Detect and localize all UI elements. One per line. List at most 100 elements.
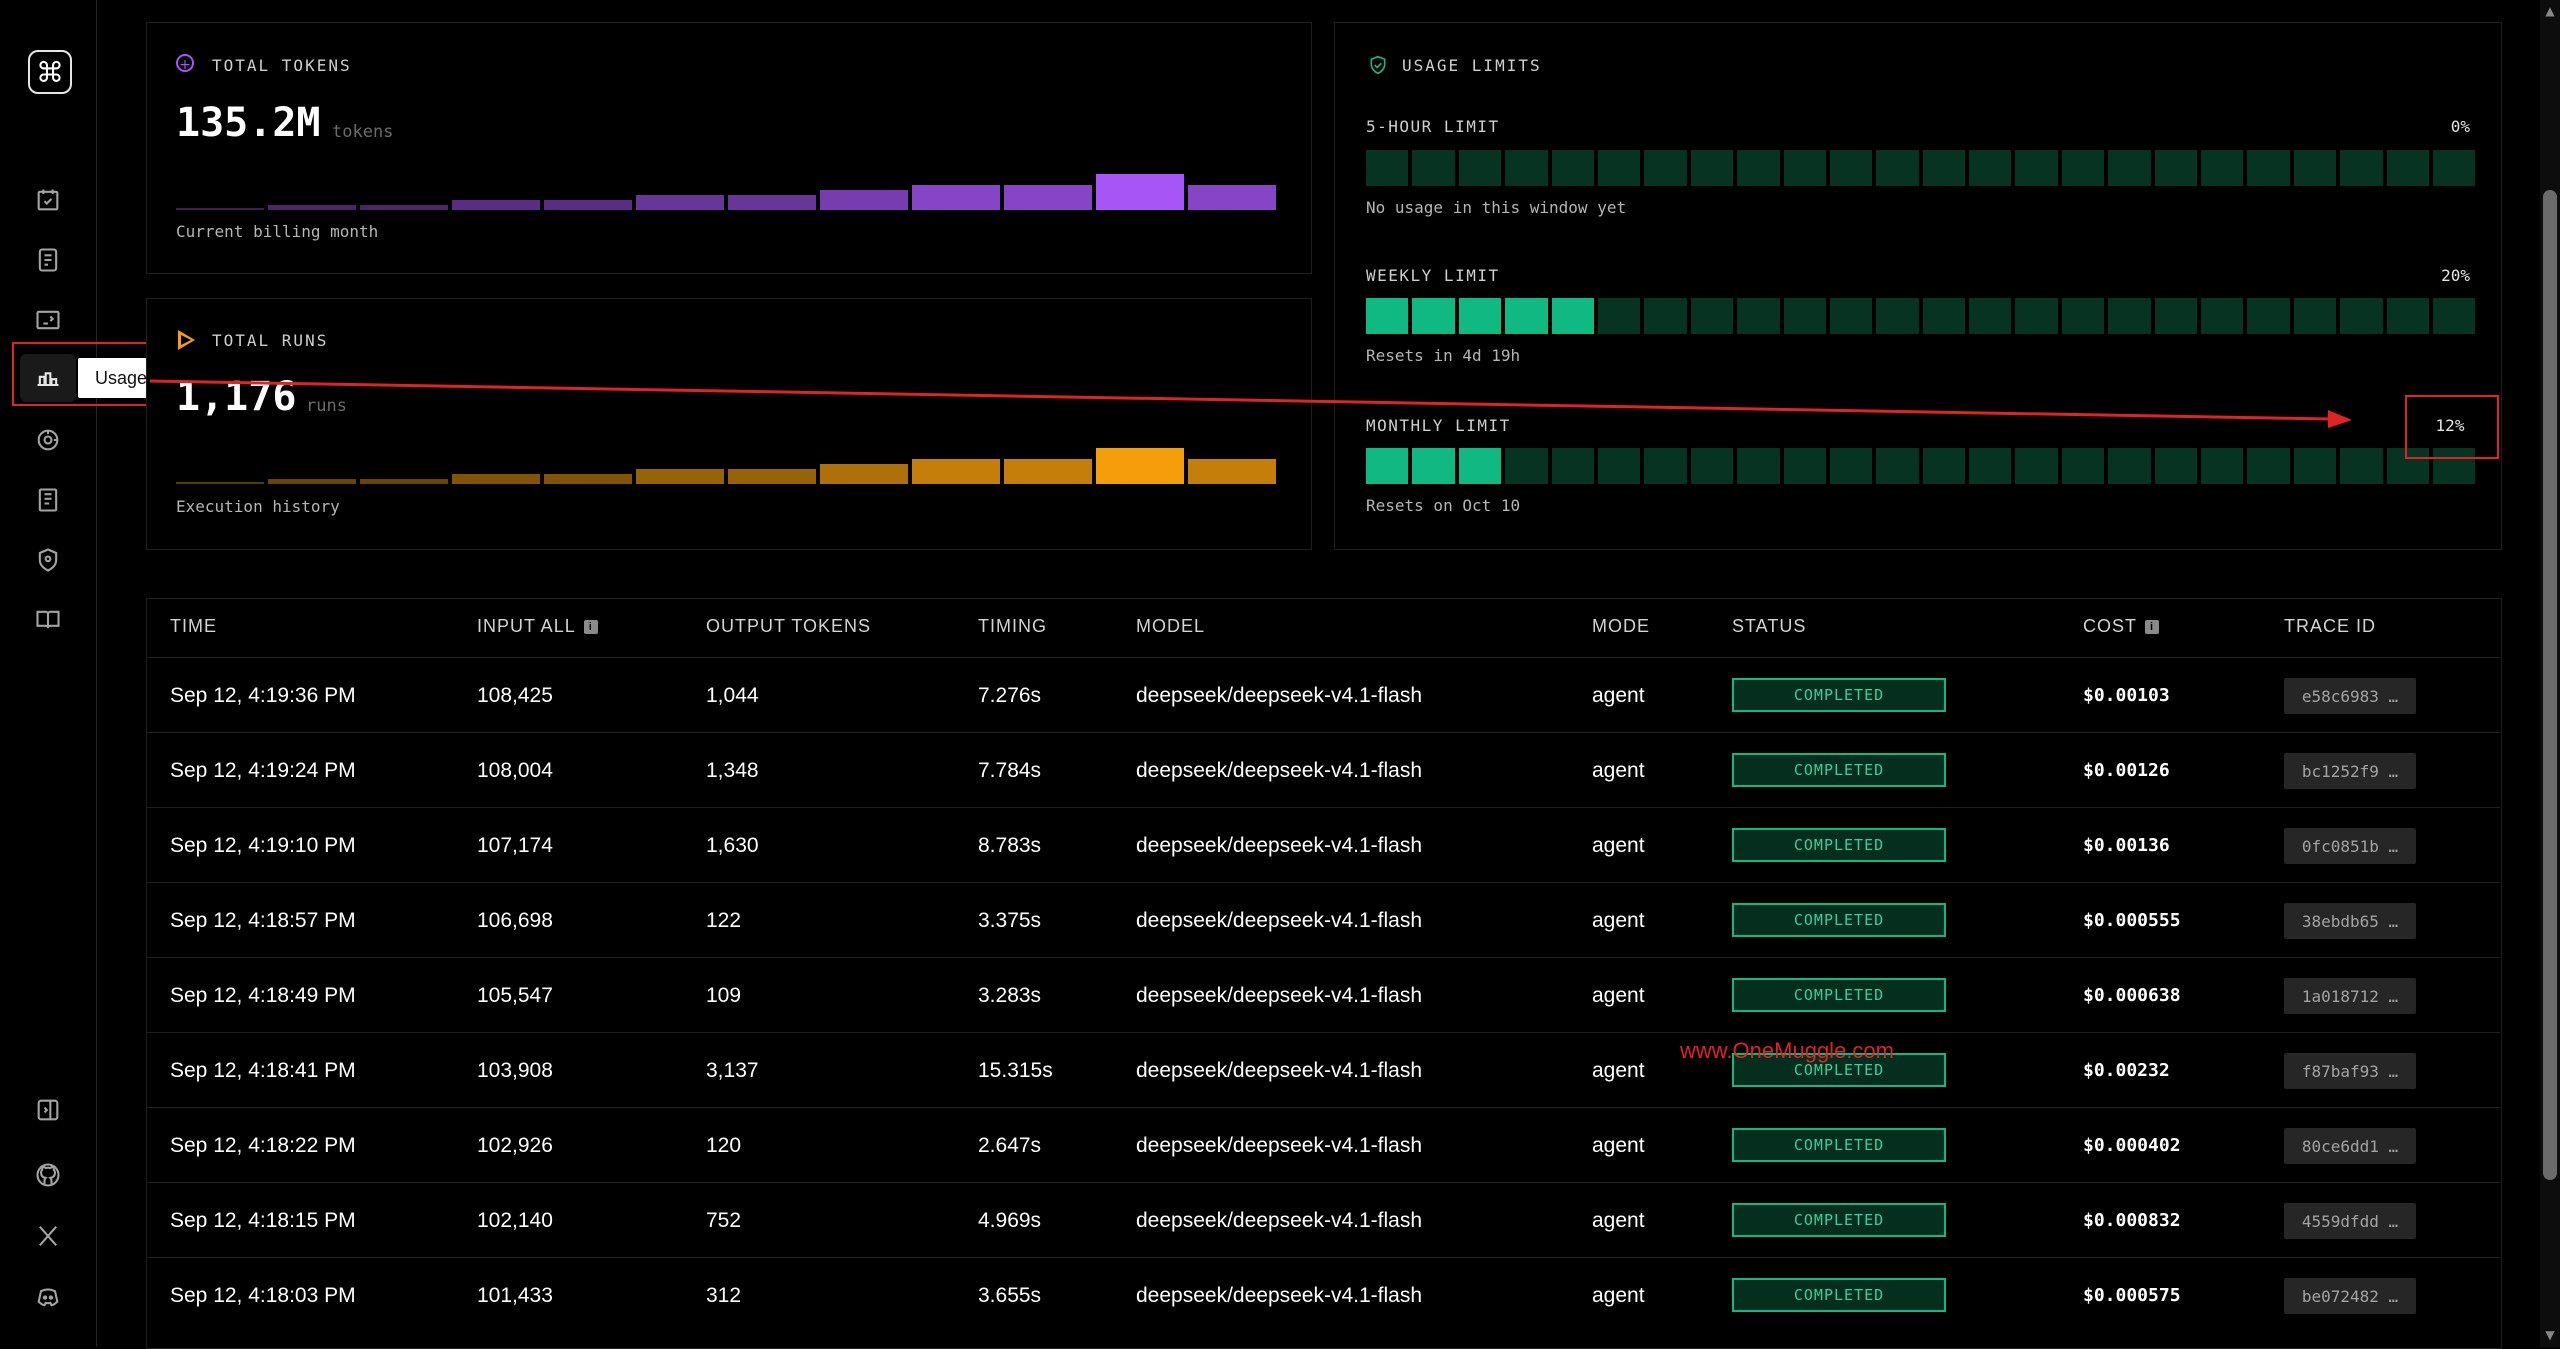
info-icon[interactable]: i xyxy=(583,620,598,635)
cell-time: Sep 12, 4:18:15 PM xyxy=(170,1209,356,1232)
col-input-header-label: INPUT ALL xyxy=(477,616,576,636)
limit-segment xyxy=(2015,298,2058,334)
chart-bar xyxy=(1004,459,1092,484)
cell-cost: $0.00126 xyxy=(2083,760,2170,781)
cell-time: Sep 12, 4:18:22 PM xyxy=(170,1134,356,1157)
col-time-header[interactable]: TIME xyxy=(170,616,217,636)
info-icon[interactable]: i xyxy=(2145,620,2160,635)
nav-book-icon[interactable] xyxy=(28,600,68,640)
limit-segment xyxy=(2154,298,2198,334)
col-mode-header[interactable]: MODE xyxy=(1592,616,1650,636)
chart-bar xyxy=(268,479,356,484)
cell-cost: $0.000402 xyxy=(2083,1135,2181,1156)
trace-id-chip[interactable]: 38ebdb65 … xyxy=(2284,903,2416,939)
scroll-down-arrow-icon[interactable]: ▼ xyxy=(2545,1328,2555,1342)
cell-output: 1,348 xyxy=(706,759,759,782)
cell-input: 108,004 xyxy=(477,759,553,782)
limit-segment xyxy=(2432,448,2476,484)
limit-segment xyxy=(1690,298,1734,334)
col-cost-header-label: COST xyxy=(2083,616,2138,636)
cell-timing: 15.315s xyxy=(978,1059,1053,1082)
col-timing-header[interactable]: TIMING xyxy=(978,616,1047,636)
table-row[interactable]: Sep 12, 4:18:15 PM 102,140 752 4.969s deepse… xyxy=(146,1182,2500,1258)
cell-cost: $0.00103 xyxy=(2083,685,2170,706)
limit-segment xyxy=(1737,448,1780,484)
status-badge: COMPLETED xyxy=(1732,678,1946,712)
table-row[interactable]: Sep 12, 4:19:36 PM 108,425 1,044 7.276s deep… xyxy=(146,657,2500,733)
trace-id-chip[interactable]: 4559dfdd … xyxy=(2284,1203,2416,1239)
table-row[interactable]: Sep 12, 4:18:03 PM 101,433 312 3.655s deepse… xyxy=(146,1257,2500,1333)
trace-id-chip[interactable]: 80ce6dd1 … xyxy=(2284,1128,2416,1164)
limit-segment xyxy=(1366,150,1409,186)
nav-usage-icon[interactable] xyxy=(28,358,68,398)
limit-segment xyxy=(1922,448,1966,484)
scrollbar-thumb[interactable] xyxy=(2543,190,2557,1180)
limit-segment xyxy=(2201,150,2244,186)
table-row[interactable]: Sep 12, 4:18:41 PM 103,908 3,137 15.315s dee… xyxy=(146,1032,2500,1108)
cell-timing: 3.283s xyxy=(978,984,1042,1007)
cell-time: Sep 12, 4:18:41 PM xyxy=(170,1059,356,1082)
col-output-header[interactable]: OUTPUT TOKENS xyxy=(706,616,872,636)
chart-bar xyxy=(452,474,540,484)
github-icon[interactable] xyxy=(28,1155,68,1195)
table-row[interactable]: Sep 12, 4:18:22 PM 102,926 120 2.647s deepse… xyxy=(146,1107,2500,1183)
x-twitter-icon[interactable] xyxy=(28,1216,68,1256)
table-row[interactable]: Sep 12, 4:19:24 PM 108,004 1,348 7.784s deep… xyxy=(146,732,2500,808)
nav-integrations-icon[interactable] xyxy=(28,420,68,460)
cell-time: Sep 12, 4:19:24 PM xyxy=(170,759,356,782)
command-logo-icon[interactable]: ⌘ xyxy=(28,50,72,94)
trace-id-chip[interactable]: be072482 … xyxy=(2284,1278,2416,1314)
col-trace-header[interactable]: TRACE ID xyxy=(2284,616,2377,636)
limit-segment xyxy=(2061,150,2105,186)
trace-id-chip[interactable]: e58c6983 … xyxy=(2284,678,2416,714)
cell-model: deepseek/deepseek-v4.1-flash xyxy=(1136,684,1423,707)
trace-id-chip[interactable]: bc1252f9 … xyxy=(2284,753,2416,789)
col-cost-header[interactable]: COST i xyxy=(2083,616,2160,637)
limit-segment xyxy=(2247,150,2290,186)
limit-segment xyxy=(2432,298,2476,334)
discord-icon[interactable] xyxy=(28,1277,68,1317)
cell-time: Sep 12, 4:19:36 PM xyxy=(170,684,356,707)
limit-segment xyxy=(2201,448,2244,484)
collapse-sidebar-icon[interactable] xyxy=(28,1090,68,1130)
limit-segment xyxy=(2247,298,2290,334)
col-model-header[interactable]: MODEL xyxy=(1136,616,1206,636)
limit-segment xyxy=(1969,448,2012,484)
scroll-up-arrow-icon[interactable]: ▲ xyxy=(2545,4,2555,18)
tokens-value: 135.2M xyxy=(176,100,321,146)
cell-output: 752 xyxy=(706,1209,742,1232)
chart-bar xyxy=(636,469,724,484)
limit-segment xyxy=(1458,150,1502,186)
limit-segment xyxy=(2015,448,2058,484)
runs-caption: Execution history xyxy=(176,497,340,516)
trace-id-chip[interactable]: 0fc0851b … xyxy=(2284,828,2416,864)
cell-time: Sep 12, 4:18:03 PM xyxy=(170,1284,356,1307)
status-badge: COMPLETED xyxy=(1732,903,1946,937)
limit-segment xyxy=(2432,150,2476,186)
nav-docs-icon[interactable] xyxy=(28,480,68,520)
limit-segment xyxy=(1597,448,1641,484)
five-hour-limit-caption: No usage in this window yet xyxy=(1366,198,1627,217)
chart-bar xyxy=(728,195,816,210)
cell-cost: $0.000638 xyxy=(2083,985,2181,1006)
chart-bar xyxy=(176,482,264,484)
tokens-bar-chart xyxy=(176,160,1276,210)
cell-timing: 3.655s xyxy=(978,1284,1042,1307)
nav-agents-icon[interactable] xyxy=(28,240,68,280)
trace-id-chip[interactable]: 1a018712 … xyxy=(2284,978,2416,1014)
table-row[interactable]: Sep 12, 4:19:10 PM 107,174 1,630 8.783s deep… xyxy=(146,807,2500,883)
col-status-header[interactable]: STATUS xyxy=(1732,616,1807,636)
cell-timing: 8.783s xyxy=(978,834,1042,857)
cell-timing: 7.784s xyxy=(978,759,1042,782)
nav-tasks-icon[interactable] xyxy=(28,180,68,220)
table-row[interactable]: Sep 12, 4:18:57 PM 106,698 122 3.375s deepse… xyxy=(146,882,2500,958)
col-input-header[interactable]: INPUT ALL i xyxy=(477,616,598,637)
nav-security-icon[interactable] xyxy=(28,540,68,580)
trace-id-chip[interactable]: f87baf93 … xyxy=(2284,1053,2416,1089)
monthly-limit-meter xyxy=(1366,448,2476,484)
nav-playground-icon[interactable] xyxy=(28,300,68,340)
limit-segment xyxy=(2201,298,2244,334)
table-row[interactable]: Sep 12, 4:18:49 PM 105,547 109 3.283s deepse… xyxy=(146,957,2500,1033)
limit-segment xyxy=(1505,150,1548,186)
chart-bar xyxy=(544,474,632,484)
